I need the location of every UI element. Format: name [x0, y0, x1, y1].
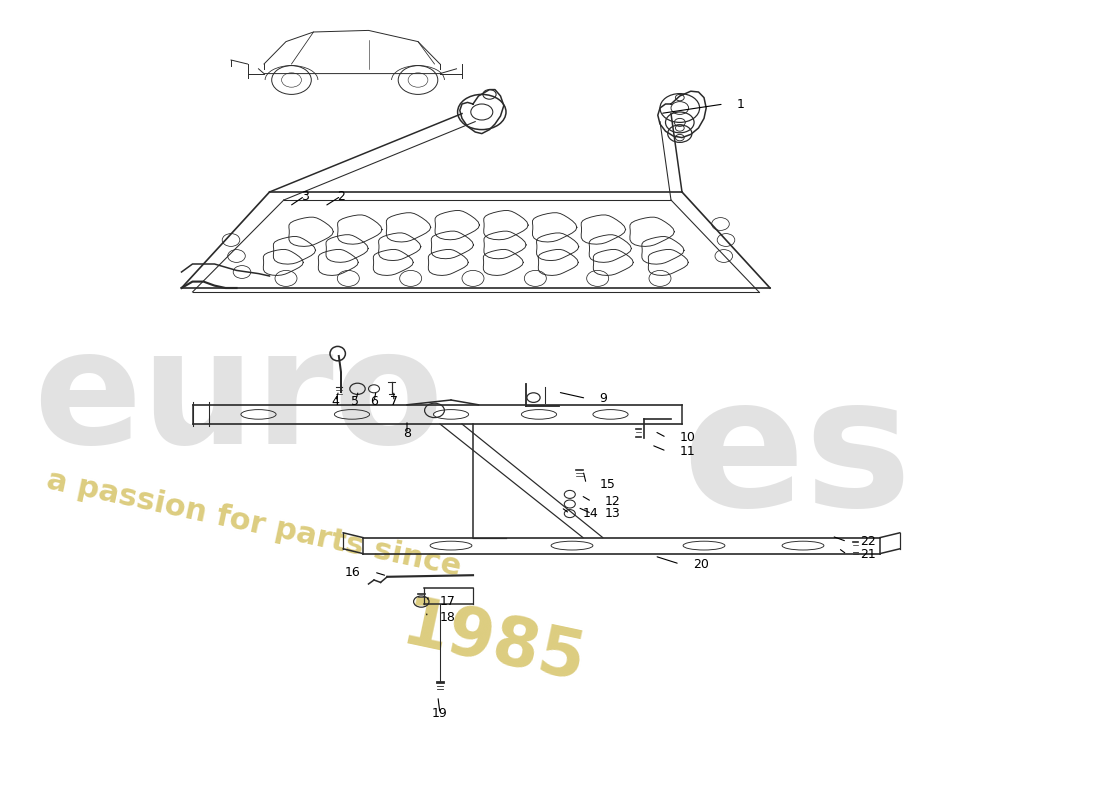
Text: 22: 22 [860, 535, 876, 548]
Text: 1: 1 [737, 98, 745, 110]
Text: 17: 17 [440, 595, 455, 608]
Text: a passion for parts since: a passion for parts since [44, 466, 464, 582]
Text: 12: 12 [605, 495, 620, 508]
Text: 6: 6 [370, 395, 378, 408]
Text: 5: 5 [351, 395, 360, 408]
Text: 18: 18 [440, 611, 455, 624]
Text: 4: 4 [331, 395, 340, 408]
Text: 2: 2 [337, 190, 345, 202]
Text: 11: 11 [680, 445, 695, 458]
Text: es: es [682, 368, 912, 544]
Text: 9: 9 [600, 392, 607, 405]
Text: 3: 3 [300, 190, 309, 202]
Text: 15: 15 [600, 478, 615, 490]
Text: 1985: 1985 [396, 593, 592, 695]
Text: 13: 13 [605, 507, 620, 520]
Text: 10: 10 [680, 431, 695, 444]
Text: 7: 7 [389, 395, 398, 408]
Text: 14: 14 [583, 507, 598, 520]
Text: 19: 19 [432, 707, 448, 720]
Text: euro: euro [33, 322, 443, 478]
Text: 8: 8 [403, 427, 411, 440]
Text: 20: 20 [693, 558, 708, 570]
Text: 16: 16 [345, 566, 361, 578]
Text: 21: 21 [860, 548, 876, 561]
